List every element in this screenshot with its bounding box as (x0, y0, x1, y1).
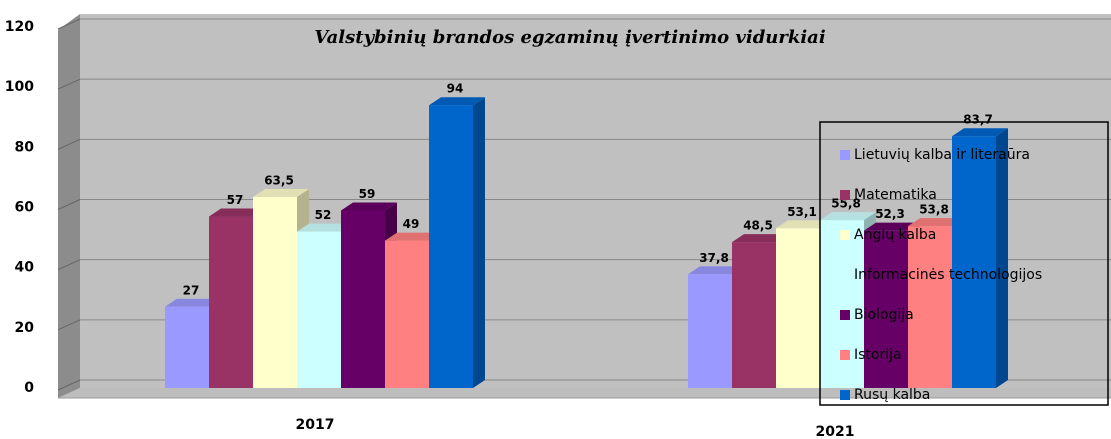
y-tick-label: 0 (24, 380, 34, 396)
value-label: 57 (227, 193, 244, 207)
bar-top (429, 97, 485, 106)
value-label: 48,5 (743, 219, 773, 233)
legend-swatch (840, 350, 850, 360)
bar-top (297, 223, 353, 232)
legend-label: Biologija (854, 307, 914, 323)
grid-line-side (57, 78, 81, 90)
bar-top (209, 208, 265, 217)
bar-top (864, 222, 920, 231)
value-label: 27 (183, 283, 200, 297)
bar (864, 230, 908, 388)
grid-line-side (57, 259, 81, 271)
bar-top (952, 128, 1008, 137)
bar-side (473, 97, 485, 388)
bar (341, 210, 385, 388)
legend-label: Rusų kalba (854, 387, 930, 403)
bar-top (820, 212, 876, 221)
bar (820, 220, 864, 388)
legend-label: Informacinės technologijos (854, 267, 1042, 283)
bar (732, 242, 776, 388)
bar (688, 274, 732, 388)
value-label: 53,8 (919, 203, 949, 217)
bar (297, 231, 341, 388)
legend-swatch (840, 270, 850, 280)
legend-label: Lietuvių kalba ir literaūra (854, 147, 1030, 163)
legend-swatch (840, 150, 850, 160)
y-tick-label: 60 (15, 200, 35, 216)
bar-top (908, 218, 964, 227)
legend-swatch (840, 390, 850, 400)
bar-top (341, 202, 397, 211)
y-tick-label: 80 (15, 139, 35, 155)
grid-line-side (57, 138, 81, 150)
bar-top (385, 232, 441, 241)
bar-top (732, 234, 788, 243)
value-label: 52 (315, 208, 332, 222)
grid-line-side (57, 319, 81, 331)
bar (165, 306, 209, 388)
bar (429, 105, 473, 388)
legend-label: Istorija (854, 347, 902, 363)
bar (385, 240, 429, 388)
y-tick-label: 40 (15, 260, 35, 276)
legend-swatch (840, 310, 850, 320)
grid-line-side (57, 199, 81, 210)
value-label: 53,1 (787, 205, 817, 219)
x-tick-label: 2021 (816, 424, 855, 439)
value-label: 94 (447, 82, 464, 96)
value-label: 49 (403, 217, 420, 231)
bar (908, 226, 952, 388)
value-label: 37,8 (699, 251, 729, 265)
value-label: 63,5 (264, 173, 294, 187)
bar (952, 136, 996, 388)
legend-box (819, 121, 1109, 406)
chart-title: Valstybinių brandos egzaminų įvertinimo … (314, 27, 826, 48)
value-label: 55,8 (831, 197, 861, 211)
legend-swatch (840, 230, 850, 240)
legend-label: Anglų kalba (854, 227, 936, 243)
x-tick-label: 2017 (296, 417, 335, 433)
bar-top (688, 266, 744, 275)
side-wall (58, 14, 80, 398)
value-label: 59 (359, 187, 376, 201)
grid-line-side (57, 18, 81, 30)
legend-label: Matematika (854, 187, 937, 203)
value-label: 52,3 (875, 207, 905, 221)
y-tick-label: 120 (5, 19, 34, 35)
grid-line-side (57, 379, 81, 391)
bar (209, 216, 253, 388)
bar-top (776, 220, 832, 229)
legend-swatch (840, 190, 850, 200)
bar-top (165, 298, 221, 307)
floor (58, 388, 1111, 398)
y-tick-label: 100 (5, 79, 34, 95)
bar (776, 228, 820, 388)
bar (253, 196, 297, 388)
y-tick-label: 20 (15, 320, 35, 336)
value-label: 83,7 (963, 113, 993, 127)
bar-side (996, 128, 1008, 388)
bar-top (253, 188, 309, 197)
